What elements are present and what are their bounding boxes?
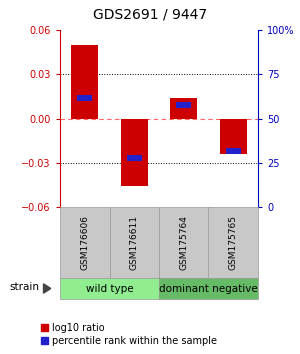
Text: GSM176606: GSM176606 xyxy=(80,215,89,270)
Text: GSM175764: GSM175764 xyxy=(179,215,188,270)
Bar xyxy=(226,148,241,154)
Text: GSM175765: GSM175765 xyxy=(229,215,238,270)
Text: GSM176611: GSM176611 xyxy=(130,215,139,270)
Bar xyxy=(176,102,191,108)
Text: GDS2691 / 9447: GDS2691 / 9447 xyxy=(93,7,207,21)
Bar xyxy=(127,155,142,161)
Bar xyxy=(220,119,247,154)
Bar xyxy=(71,45,98,119)
Bar xyxy=(77,95,92,101)
Bar xyxy=(170,98,197,119)
Legend: log10 ratio, percentile rank within the sample: log10 ratio, percentile rank within the … xyxy=(41,323,217,346)
Text: wild type: wild type xyxy=(86,284,133,293)
Text: strain: strain xyxy=(9,282,39,292)
Bar xyxy=(121,119,148,187)
Text: dominant negative: dominant negative xyxy=(159,284,258,293)
